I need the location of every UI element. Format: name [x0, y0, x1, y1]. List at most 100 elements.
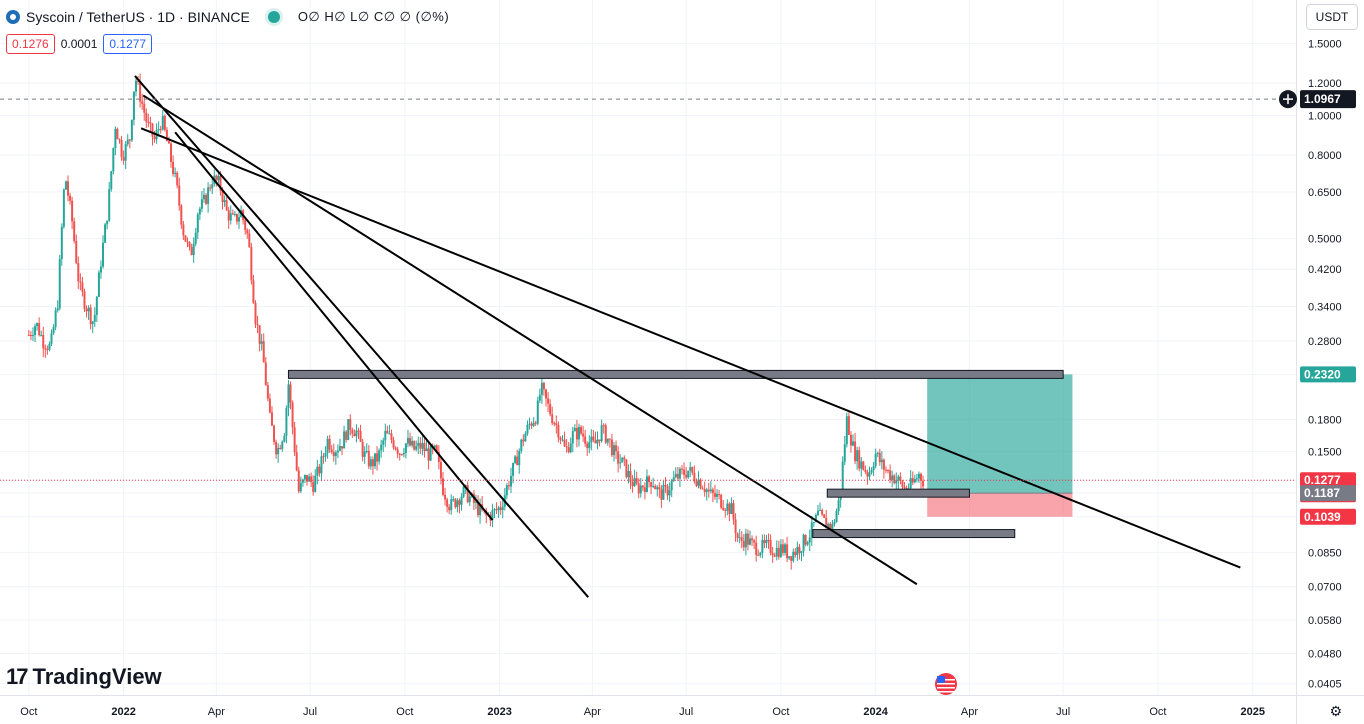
price-tick-label: 0.0850 — [1308, 547, 1342, 559]
candle-body — [625, 459, 628, 478]
candle-body — [695, 481, 698, 486]
candle-body — [456, 500, 459, 508]
candle-body — [786, 544, 789, 559]
long-position-tool[interactable] — [927, 374, 1073, 517]
candle-body — [448, 506, 451, 511]
time-tick-label: Oct — [20, 706, 37, 718]
candle-body — [250, 247, 253, 281]
candle-body — [633, 478, 636, 487]
candle-body — [699, 479, 702, 489]
candle-body — [99, 266, 102, 273]
candle-body — [691, 467, 694, 473]
candle-body — [567, 447, 570, 453]
candle-body — [831, 523, 834, 530]
candle-body — [858, 450, 861, 469]
candle-body — [392, 439, 395, 448]
tradingview-logo[interactable]: 17 TradingView — [6, 664, 162, 690]
candle-body — [143, 103, 146, 113]
candle-body — [499, 507, 502, 510]
candle-body — [514, 456, 517, 463]
candle-body — [217, 175, 220, 181]
candle-body — [501, 506, 504, 510]
candle-body — [336, 450, 339, 453]
candle-body — [388, 433, 391, 435]
candle-body — [182, 224, 185, 236]
reference-price-tag-bg — [1300, 90, 1356, 109]
candle-body — [371, 459, 374, 467]
candle-body — [810, 522, 813, 538]
symbol-title[interactable]: Syscoin / TetherUS · 1D · BINANCE — [26, 9, 250, 25]
candle-body — [505, 485, 508, 496]
candle-body — [120, 140, 123, 158]
time-tick-label: Jul — [679, 706, 693, 718]
candle-body — [283, 435, 286, 442]
candle-body — [509, 475, 512, 487]
candle-body — [137, 80, 140, 82]
trendlines[interactable] — [134, 75, 1241, 598]
candle-body — [765, 539, 768, 544]
candle-body — [238, 217, 241, 222]
candle-body — [452, 499, 455, 501]
candle-body — [194, 232, 197, 244]
candle-body — [215, 175, 218, 181]
candle-body — [85, 308, 88, 312]
candle-body — [652, 485, 655, 487]
candle-body — [540, 382, 543, 395]
price-tick-label: 0.5000 — [1308, 233, 1342, 245]
candle-body — [909, 478, 912, 489]
candle-body — [116, 128, 119, 140]
candle-body — [668, 490, 671, 496]
candle-body — [711, 489, 714, 494]
time-axis[interactable]: Oct 2022 Apr Jul Oct 2023 Apr Jul Oct 2024 Apr Jul O… — [20, 706, 1265, 718]
candle-body — [83, 291, 86, 309]
sell-button[interactable]: 0.1276 — [6, 34, 55, 54]
candle-body — [868, 472, 871, 477]
candle-body — [159, 129, 162, 131]
candle-body — [713, 493, 716, 497]
candle-body — [629, 470, 632, 483]
horizontal-levels[interactable] — [287, 369, 1064, 539]
candle-body — [819, 510, 822, 512]
buy-button[interactable]: 0.1277 — [103, 34, 153, 54]
candle-body — [151, 123, 154, 137]
candle-body — [75, 240, 78, 264]
candle-body — [260, 341, 263, 344]
candle-body — [77, 263, 80, 282]
settings-gear-icon[interactable]: ⚙ — [1329, 703, 1342, 719]
candle-body — [672, 477, 675, 481]
candle-body — [891, 475, 894, 480]
candle-body — [594, 440, 597, 444]
price-lines — [0, 98, 1296, 481]
candle-body — [887, 469, 890, 471]
candle-body — [674, 473, 677, 478]
currency-select[interactable]: USDT — [1306, 4, 1358, 30]
trendline — [140, 127, 1241, 569]
price-axis[interactable]: 1.5000 1.2000 1.0000 0.8000 0.6500 0.5000 0.42… — [1308, 39, 1342, 691]
candle-body — [666, 486, 669, 496]
us-flag-icon[interactable] — [935, 673, 957, 695]
candle-body — [878, 452, 881, 463]
candle-body — [231, 213, 234, 215]
candle-body — [915, 478, 918, 480]
candle-body — [573, 427, 576, 432]
candle-body — [744, 533, 747, 548]
candle-body — [81, 282, 84, 292]
candle-body — [310, 476, 313, 483]
candle-body — [876, 452, 879, 455]
candle-body — [557, 425, 560, 438]
candle-body — [697, 479, 700, 486]
candle-body — [588, 442, 591, 449]
candle-body — [42, 334, 45, 349]
candle-body — [545, 389, 548, 399]
market-status-icon[interactable] — [267, 11, 280, 23]
candle-body — [474, 501, 477, 503]
candle-body — [596, 439, 599, 444]
candle-body — [872, 466, 875, 471]
candle-body — [31, 334, 34, 336]
price-tick-label: 0.0700 — [1308, 582, 1342, 594]
candle-body — [551, 414, 554, 424]
candle-body — [689, 467, 692, 471]
candle-body — [477, 501, 480, 516]
time-tick-label: 2024 — [863, 706, 888, 718]
